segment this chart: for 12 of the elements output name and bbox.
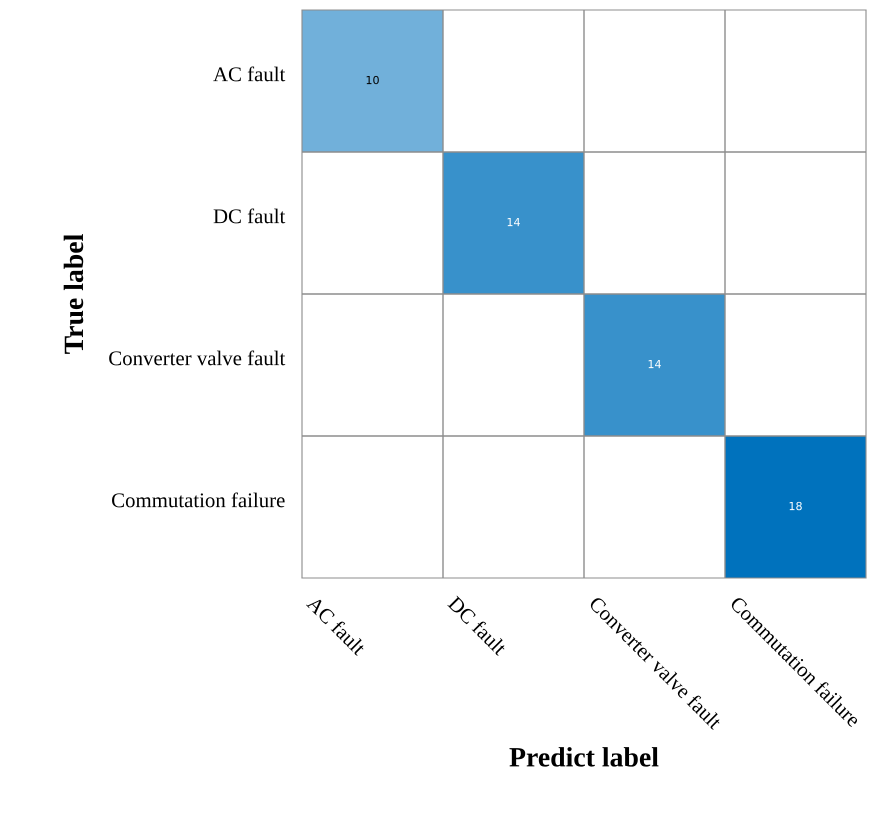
data-label: 18 [790,502,802,510]
y-tick-label: Commutation failure [112,492,285,508]
data-label: 14 [648,360,661,368]
y-axis-title: True label [64,234,84,354]
data-label: 14 [508,218,520,226]
x-axis-title: Predict label [510,747,658,767]
y-tick-label: AC fault [213,66,286,82]
y-tick-label: Converter valve fault [109,350,286,366]
x-tick-label: DC fault [447,594,508,656]
x-tick-label: AC fault [306,594,368,656]
y-tick-label: DC fault [214,208,286,224]
data-label: 10 [366,76,379,84]
